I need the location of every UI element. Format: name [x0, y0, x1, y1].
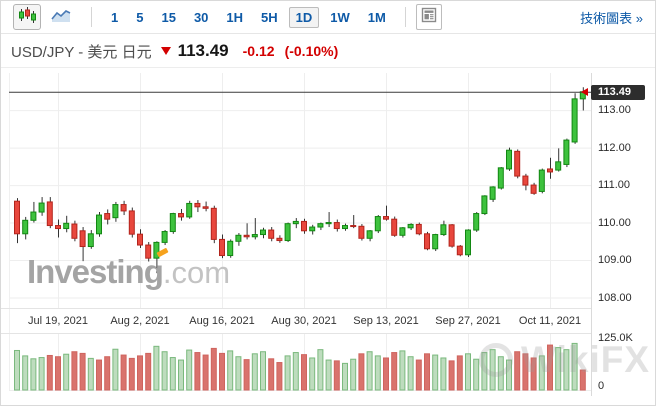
news-panel-button[interactable]: [415, 4, 442, 30]
date-axis-label: Aug 16, 2021: [189, 315, 255, 327]
date-axis-label: Aug 2, 2021: [110, 315, 170, 327]
candlestick-style-button[interactable]: [13, 4, 41, 30]
price-change-percent: (-0.10%): [284, 43, 339, 59]
chart-canvas[interactable]: [9, 73, 591, 396]
interval-5h[interactable]: 5H: [261, 9, 278, 25]
price-axis-label: 109.00: [598, 254, 632, 267]
price-axis-separator: [591, 73, 592, 396]
current-price-tag: 113.49: [591, 85, 645, 100]
date-axis-label: Jul 19, 2021: [28, 315, 88, 327]
news-panel-icon: [421, 7, 437, 28]
technical-chart-link[interactable]: 技術圖表 »: [580, 10, 643, 26]
interval-selector: 1 5 15 30 1H 5H 1D 1W 1M: [102, 6, 395, 28]
interval-1h[interactable]: 1H: [226, 9, 244, 25]
candlestick-icon: [18, 6, 36, 29]
price-axis-label: 112.00: [598, 141, 631, 154]
interval-1m[interactable]: 1M: [367, 9, 386, 25]
investing-watermark-text: Investing: [27, 253, 164, 290]
price-axis-label: 108.00: [598, 291, 632, 304]
instrument-header: USD/JPY - 美元 日元 113.49 -0.12 (-0.10%): [1, 35, 655, 68]
volume-axis-max-label: 125.0K: [598, 332, 633, 344]
interval-30[interactable]: 30: [193, 9, 209, 25]
wikifx-watermark-text: WikiFX: [521, 339, 651, 380]
date-strip-top-border: [1, 308, 591, 309]
volume-axis-zero-label: 0: [598, 380, 605, 392]
wikifx-watermark: WikiFX: [479, 339, 650, 381]
toolbar-divider: [91, 7, 92, 27]
last-price: 113.49: [177, 41, 229, 60]
toolbar: 1 5 15 30 1H 5H 1D 1W 1M 技術圖表 »: [1, 1, 655, 34]
interval-15[interactable]: 15: [161, 9, 176, 25]
price-axis-label: 113.00: [598, 104, 631, 117]
date-axis-label: Sep 13, 2021: [353, 315, 419, 327]
price-axis-label: 111.00: [598, 179, 631, 192]
wikifx-logo-icon: [479, 343, 513, 377]
price-down-arrow-icon: [160, 47, 171, 55]
price-change: -0.12: [242, 43, 275, 59]
interval-1[interactable]: 1: [111, 9, 119, 25]
current-price-marker-icon: [581, 88, 588, 96]
date-strip-bottom-border: [1, 333, 591, 334]
date-axis-label: Aug 30, 2021: [271, 315, 337, 327]
price-axis-label: 110.00: [598, 216, 631, 229]
interval-5[interactable]: 5: [136, 9, 144, 25]
instrument-name: USD/JPY - 美元 日元: [11, 43, 152, 61]
investing-watermark: Investing.com: [27, 247, 231, 291]
investing-watermark-suffix: .com: [162, 255, 231, 290]
date-axis-label: Sep 27, 2021: [435, 315, 501, 327]
interval-1d[interactable]: 1D: [288, 6, 320, 28]
date-axis-label: Oct 11, 2021: [518, 315, 582, 327]
area-chart-icon: [51, 7, 71, 28]
interval-1w[interactable]: 1W: [330, 9, 350, 25]
line-style-button[interactable]: [47, 4, 75, 30]
toolbar-divider: [404, 7, 406, 27]
